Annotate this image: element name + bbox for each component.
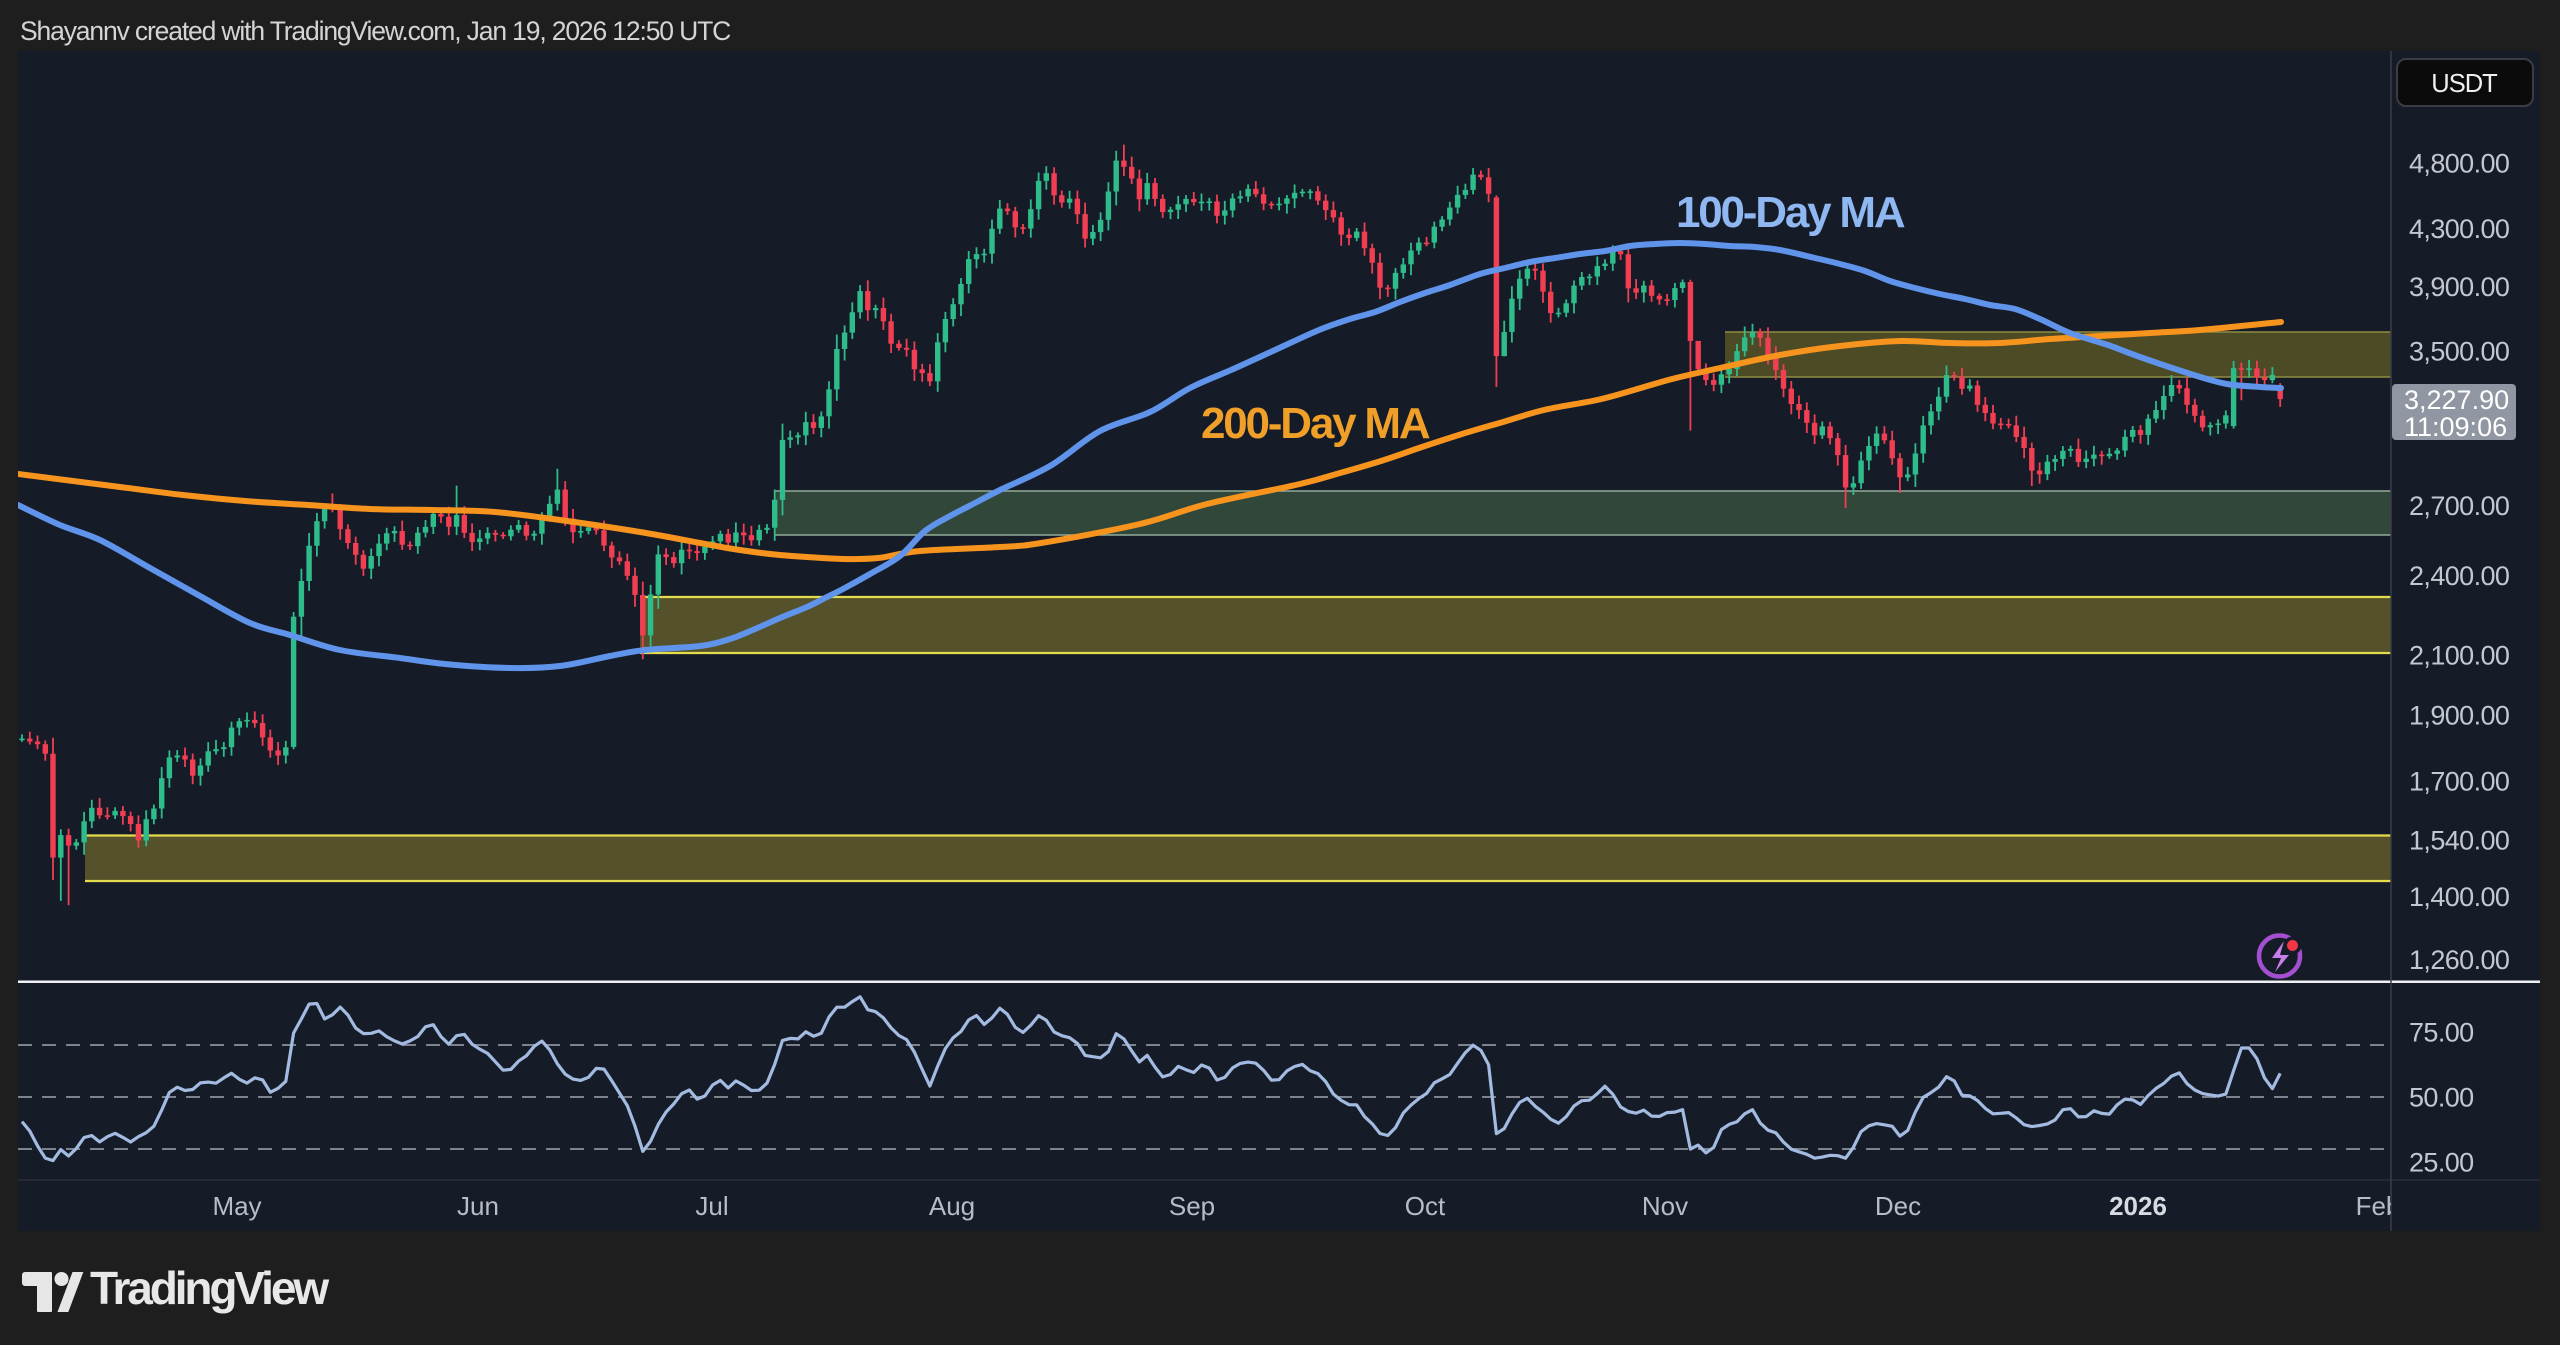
svg-text:Nov: Nov (1642, 1191, 1688, 1221)
svg-text:Oct: Oct (1405, 1191, 1446, 1221)
svg-text:Shayannv created with TradingV: Shayannv created with TradingView.com, J… (20, 16, 731, 46)
svg-text:4,800.00: 4,800.00 (2409, 148, 2509, 178)
svg-text:75.00: 75.00 (2409, 1018, 2474, 1048)
svg-text:3,500.00: 3,500.00 (2409, 337, 2509, 367)
svg-text:2,700.00: 2,700.00 (2409, 491, 2509, 521)
svg-text:200-Day MA: 200-Day MA (1201, 399, 1430, 448)
svg-text:1,260.00: 1,260.00 (2409, 945, 2509, 975)
svg-text:1,700.00: 1,700.00 (2409, 767, 2509, 797)
svg-text:1,400.00: 1,400.00 (2409, 882, 2509, 912)
svg-text:11:09:06: 11:09:06 (2404, 412, 2507, 442)
svg-text:Jul: Jul (695, 1191, 728, 1221)
svg-text:2,100.00: 2,100.00 (2409, 641, 2509, 671)
svg-text:100-Day MA: 100-Day MA (1676, 188, 1905, 237)
svg-text:4,300.00: 4,300.00 (2409, 214, 2509, 244)
svg-text:Aug: Aug (929, 1191, 975, 1221)
svg-text:1,900.00: 1,900.00 (2409, 700, 2509, 730)
svg-text:USDT: USDT (2431, 70, 2497, 98)
svg-text:1,540.00: 1,540.00 (2409, 825, 2509, 855)
svg-text:TradingView: TradingView (90, 1262, 329, 1314)
svg-text:Jun: Jun (457, 1191, 499, 1221)
svg-text:3,900.00: 3,900.00 (2409, 272, 2509, 302)
svg-text:Sep: Sep (1169, 1191, 1215, 1221)
svg-text:Dec: Dec (1875, 1191, 1921, 1221)
svg-text:50.00: 50.00 (2409, 1083, 2474, 1113)
svg-text:25.00: 25.00 (2409, 1148, 2474, 1178)
svg-text:2026: 2026 (2109, 1191, 2167, 1221)
svg-text:3,227.90: 3,227.90 (2404, 385, 2509, 415)
svg-text:2,400.00: 2,400.00 (2409, 561, 2509, 591)
svg-text:May: May (212, 1191, 261, 1221)
svg-text:Feb: Feb (2356, 1191, 2401, 1221)
